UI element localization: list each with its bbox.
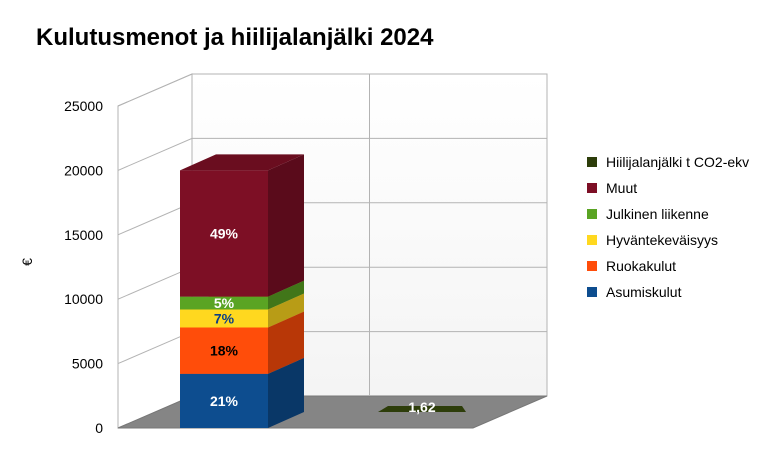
y-tick-label: 20000 <box>64 162 103 178</box>
legend-label: Hyväntekeväisyys <box>606 232 718 248</box>
legend-item: Muut <box>587 180 637 196</box>
legend-swatch <box>587 183 597 193</box>
bar-segment <box>378 406 466 412</box>
legend-label: Ruokakulut <box>606 258 676 274</box>
data-label: 21% <box>210 393 239 409</box>
legend-swatch <box>587 235 597 245</box>
data-label: 18% <box>210 343 239 359</box>
legend-label: Muut <box>606 180 637 196</box>
y-tick-label: 10000 <box>64 291 103 307</box>
y-axis-ticks: 0 5000 10000 15000 20000 25000 <box>64 98 103 436</box>
y-tick-label: 25000 <box>64 98 103 114</box>
chart-title: Kulutusmenot ja hiilijalanjälki 2024 <box>36 24 434 51</box>
legend-item: Hyväntekeväisyys <box>587 232 718 248</box>
bar-segment <box>180 154 304 297</box>
legend-swatch <box>587 261 597 271</box>
data-labels: 21% 18% 7%5% 49% 1,62 <box>210 226 436 415</box>
legend-label: Asumiskulut <box>606 284 682 300</box>
legend: Hiilijalanjälki t CO2-ekv Muut Julkinen li… <box>587 154 749 300</box>
legend-label: Hiilijalanjälki t CO2-ekv <box>606 154 749 170</box>
data-label: 7% <box>214 311 235 327</box>
y-tick-label: 0 <box>95 420 103 436</box>
legend-item: Asumiskulut <box>587 284 682 300</box>
y-tick-label: 5000 <box>72 356 103 372</box>
data-label: 49% <box>210 226 239 242</box>
data-label: 5% <box>214 295 235 311</box>
y-axis-label: € <box>19 258 35 266</box>
legend-label: Julkinen liikenne <box>606 206 709 222</box>
y-tick-label: 15000 <box>64 227 103 243</box>
legend-swatch <box>587 209 597 219</box>
legend-swatch <box>587 157 597 167</box>
data-label: 1,62 <box>408 399 435 415</box>
legend-item: Hiilijalanjälki t CO2-ekv <box>587 154 749 170</box>
legend-item: Julkinen liikenne <box>587 206 709 222</box>
legend-swatch <box>587 287 597 297</box>
legend-item: Ruokakulut <box>587 258 676 274</box>
bars <box>180 154 466 428</box>
